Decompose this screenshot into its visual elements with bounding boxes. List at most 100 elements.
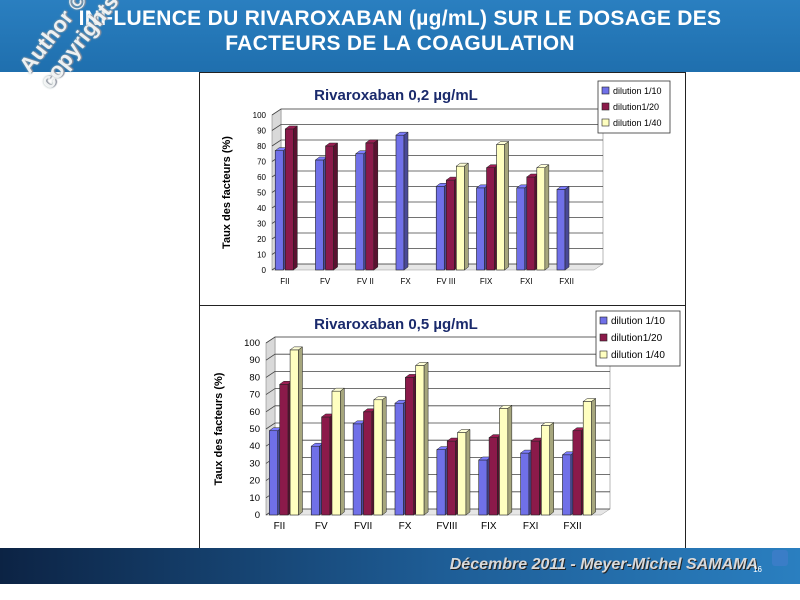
- bar: [436, 449, 446, 516]
- legend-label: dilution 1/40: [613, 118, 662, 128]
- x-tick-label: FVIII: [436, 521, 457, 532]
- chart-panel-top: 0 10 20 30 40 50 60 70 80 90 100 Taux des facteurs …: [199, 72, 686, 306]
- slide-title-line1: INFLUENCE DU RIVAROXABAN (µg/mL) SUR LE …: [78, 7, 722, 30]
- y-tick-label: 0: [255, 510, 260, 521]
- bar: [355, 153, 365, 271]
- y-tick-label: 90: [249, 355, 260, 366]
- bar: [310, 445, 320, 516]
- bar: [284, 128, 294, 271]
- bar: [541, 425, 551, 516]
- y-tick-label: 30: [249, 458, 260, 469]
- bar: [488, 437, 498, 516]
- bar: [457, 432, 467, 516]
- y-tick-label: 20: [249, 476, 260, 487]
- slide-header: [0, 0, 800, 72]
- y-tick-label: 80: [249, 372, 260, 383]
- bar-side: [298, 346, 303, 516]
- x-tick-label: FII: [274, 521, 286, 532]
- y-tick-label: 10: [257, 251, 266, 260]
- legend-label: dilution1/20: [611, 333, 663, 344]
- y-axis-label: Taux des facteurs (%): [213, 372, 225, 485]
- x-tick-label: FII: [280, 277, 289, 286]
- x-tick-label: FV II: [357, 277, 374, 286]
- bar: [395, 134, 405, 271]
- gridline: [265, 371, 610, 378]
- gridline: [265, 388, 610, 395]
- x-tick-label: FVII: [354, 521, 372, 532]
- bar: [365, 142, 375, 271]
- bar-side: [591, 397, 596, 516]
- bar: [325, 145, 334, 271]
- legend-label: dilution 1/40: [611, 350, 665, 361]
- legend-swatch: [599, 316, 608, 325]
- bar: [556, 189, 566, 271]
- legend-label: dilution 1/10: [613, 86, 662, 96]
- x-tick-label: FX: [399, 521, 412, 532]
- legend-label: dilution 1/10: [611, 316, 665, 327]
- bar: [456, 165, 465, 271]
- bar: [499, 408, 509, 516]
- x-tick-label: FV: [315, 521, 328, 532]
- chart-top: 0 10 20 30 40 50 60 70 80 90 100 Taux des facteurs …: [221, 80, 671, 286]
- page-number: 16: [753, 565, 762, 574]
- bar-side: [507, 404, 513, 516]
- bar: [496, 144, 505, 271]
- y-tick-label: 50: [257, 189, 266, 198]
- bar: [486, 167, 495, 271]
- x-tick-label: FIX: [480, 277, 493, 286]
- bar: [315, 159, 324, 271]
- bar: [445, 179, 455, 271]
- x-tick-label: FXI: [520, 277, 532, 286]
- slide-title-line2: FACTEURS DE LA COAGULATION: [225, 32, 575, 55]
- bar-side: [373, 139, 379, 271]
- bar: [415, 365, 425, 516]
- y-tick-label: 30: [257, 220, 266, 229]
- y-tick-label: 70: [257, 158, 266, 167]
- gridline: [271, 124, 603, 131]
- bar-side: [403, 131, 409, 271]
- gridline: [265, 405, 610, 413]
- y-tick-label: 50: [249, 424, 260, 435]
- bottom-strip: [0, 584, 800, 600]
- y-tick-label: 80: [257, 142, 266, 151]
- y-tick-label: 20: [257, 235, 266, 244]
- bar-side: [333, 142, 338, 271]
- slide-footer: Décembre 2011 - Meyer-Michel SAMAMA 16: [0, 548, 800, 584]
- x-tick-label: FX: [401, 277, 412, 286]
- x-tick-label: FV: [320, 277, 331, 286]
- legend-box: [597, 80, 671, 134]
- bar: [269, 430, 279, 516]
- bar-side: [544, 164, 550, 271]
- y-axis-label: Taux des facteurs (%): [221, 136, 233, 249]
- chart-bottom: 0 10 20 30 40 50 60 70 80 90 100 Taux des facteurs …: [213, 310, 681, 532]
- y-tick-label: 100: [244, 338, 260, 349]
- y-tick-label: 60: [249, 407, 260, 418]
- y-tick-label: 0: [262, 266, 267, 275]
- legend-swatch: [599, 333, 608, 342]
- bar-side: [293, 125, 298, 271]
- gridline: [265, 422, 610, 430]
- gridline: [265, 353, 610, 361]
- bar-side: [465, 428, 471, 516]
- bar: [446, 440, 456, 516]
- bar-side: [464, 162, 469, 271]
- bar: [530, 440, 540, 516]
- bar: [352, 423, 362, 516]
- gridline: [271, 108, 603, 116]
- y-tick-label: 10: [249, 493, 260, 504]
- legend-swatch: [601, 118, 610, 127]
- bar: [289, 349, 299, 516]
- bar: [321, 416, 331, 516]
- bar: [435, 186, 445, 271]
- bar-side: [504, 140, 509, 271]
- chart-panel-bottom: 0 10 20 30 40 50 60 70 80 90 100 Taux des facteurs …: [199, 305, 686, 551]
- x-tick-label: FIX: [481, 521, 497, 532]
- bar: [572, 430, 582, 516]
- bar: [520, 452, 530, 516]
- bar: [478, 459, 488, 516]
- bar-side: [381, 396, 387, 516]
- x-tick-label: FV III: [436, 277, 455, 286]
- x-tick-label: FXII: [563, 521, 581, 532]
- chart-title: Rivaroxaban 0,2 µg/mL: [314, 87, 478, 104]
- legend-box: [595, 310, 681, 367]
